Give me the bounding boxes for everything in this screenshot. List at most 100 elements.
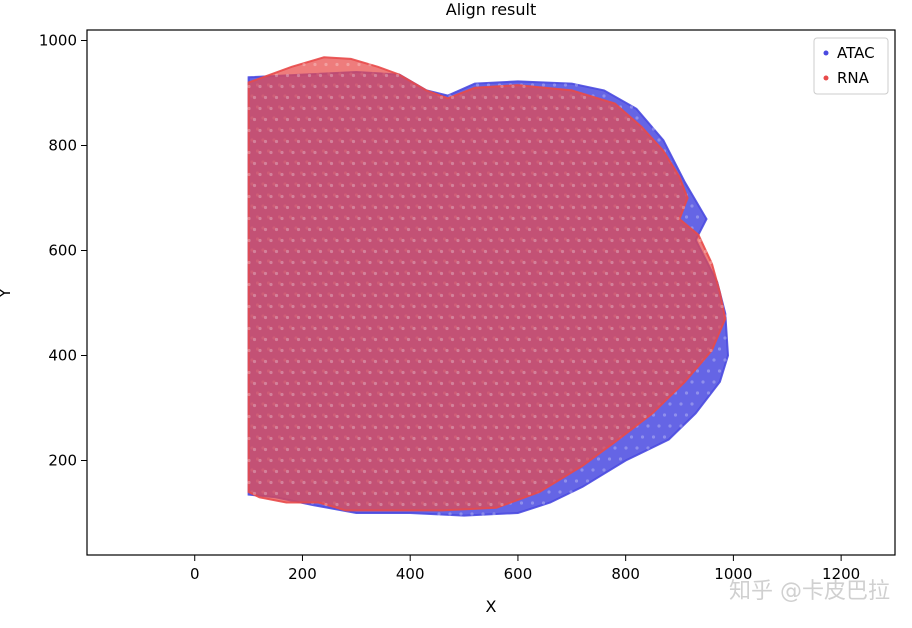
scatter-point [486,83,491,87]
scatter-point [500,348,504,353]
scatter-point [461,183,466,188]
scatter-point [395,447,400,452]
scatter-point [368,128,372,133]
scatter-point [437,512,441,516]
scatter-point [247,238,251,243]
scatter-point [263,249,268,254]
scatter-point [489,458,493,463]
scatter-point [313,414,317,419]
scatter-point [505,359,510,364]
scatter-point [533,128,537,133]
scatter-point [329,73,334,78]
scatter-point [258,128,262,133]
scatter-point [577,348,581,353]
scatter-point [274,161,279,166]
scatter-point [335,172,339,177]
scatter-point [483,205,488,210]
scatter-point [610,326,614,331]
scatter-point [681,249,686,254]
scatter-point [434,172,438,177]
scatter-point [533,216,537,221]
scatter-point [390,216,394,221]
scatter-point [577,370,581,375]
scatter-point [313,370,317,375]
scatter-point [340,271,345,276]
scatter-point [659,315,664,320]
scatter-point [467,502,471,507]
scatter-point [302,414,306,419]
scatter-point [291,194,295,199]
scatter-point [676,194,680,199]
scatter-point [478,326,482,331]
scatter-point [423,326,427,331]
scatter-point [489,370,493,375]
scatter-point [401,216,405,221]
scatter-point [423,128,427,133]
scatter-point [285,139,290,144]
scatter-point [467,326,471,331]
scatter-point [505,469,510,474]
scatter-point [679,402,683,406]
scatter-point [657,424,661,428]
scatter-point [340,337,345,342]
scatter-point [324,392,328,397]
scatter-point [368,414,372,419]
scatter-point [659,359,664,364]
scatter-point [335,304,339,309]
scatter-point [269,150,273,155]
scatter-point [434,502,438,507]
scatter-point [566,150,570,155]
scatter-point [637,205,642,210]
scatter-point [582,95,587,100]
scatter-point [417,139,422,144]
scatter-point [445,150,449,155]
scatter-point [687,348,691,353]
scatter-point [291,238,295,243]
scatter-point [346,260,350,265]
scatter-point [648,293,653,298]
scatter-point [459,512,463,516]
scatter-point [659,205,664,210]
scatter-point [593,271,598,276]
scatter-point [472,447,477,452]
scatter-point [544,370,548,375]
scatter-point [357,304,361,309]
scatter-point [483,271,488,276]
scatter-point [604,381,609,386]
scatter-point [313,392,317,397]
scatter-point [313,84,317,89]
scatter-point [423,348,427,353]
scatter-point [632,260,636,265]
scatter-point [461,469,466,474]
scatter-point [610,194,614,199]
scatter-point [651,435,656,439]
scatter-point [560,249,565,254]
scatter-point [280,370,284,375]
scatter-point [307,95,312,100]
scatter-point [258,238,262,243]
scatter-point [467,128,471,133]
scatter-point [285,381,290,386]
scatter-point [313,172,317,177]
scatter-point [428,139,433,144]
scatter-point [324,172,328,177]
scatter-point [544,414,548,419]
scatter-point [357,282,361,287]
scatter-point [467,304,471,309]
scatter-point [318,139,323,144]
scatter-point [690,204,694,208]
scatter-point [269,238,273,243]
scatter-point [384,447,389,452]
scatter-point [698,326,702,331]
scatter-point [505,249,510,254]
scatter-point [489,326,493,331]
scatter-point [717,347,722,351]
scatter-point [563,479,568,483]
scatter-point [500,480,504,485]
scatter-point [481,512,485,516]
scatter-point [571,337,576,342]
scatter-point [318,73,323,78]
scatter-point [307,425,312,430]
scatter-point [390,84,394,89]
scatter-point [494,183,499,188]
